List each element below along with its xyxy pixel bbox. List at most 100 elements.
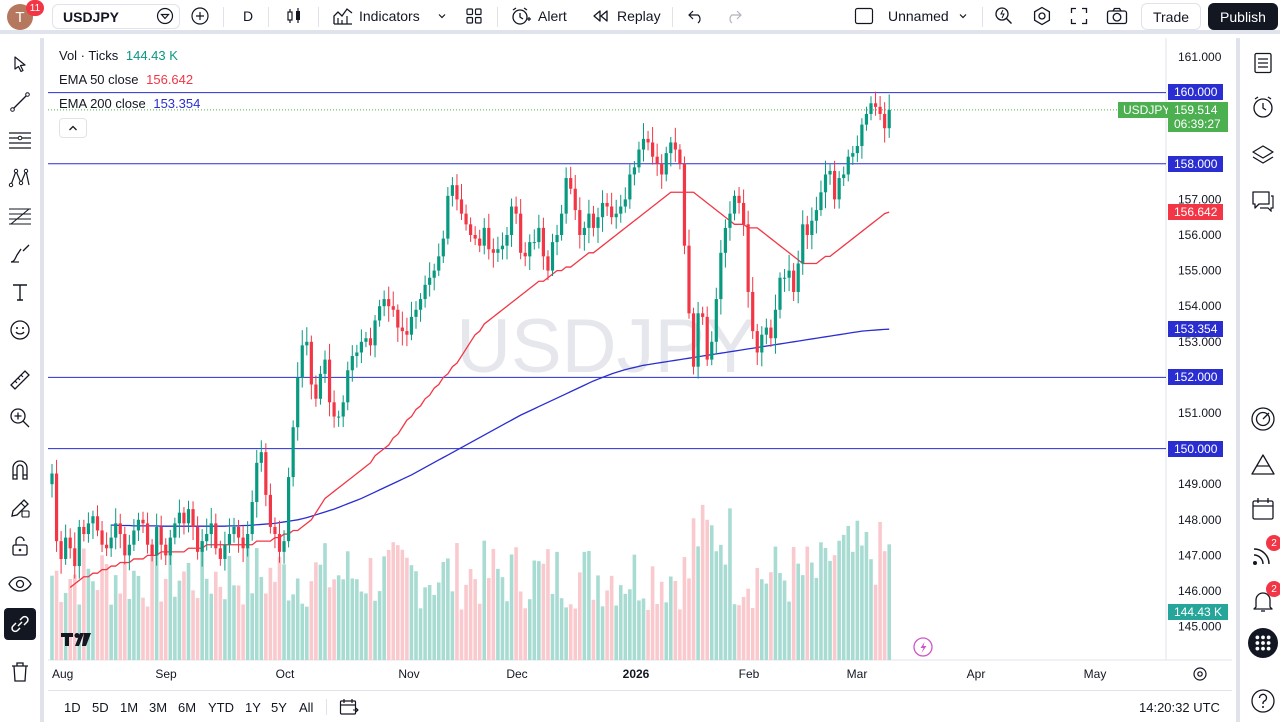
volume-legend[interactable]: Vol · Ticks 144.43 K <box>59 48 178 63</box>
pyramid-icon[interactable] <box>1248 450 1278 480</box>
candles-chart-type-icon[interactable] <box>285 0 303 32</box>
goto-date-calendar-icon[interactable] <box>339 698 359 719</box>
text-tool-icon[interactable] <box>6 278 34 306</box>
time-axis-settings-icon[interactable] <box>1193 667 1207 681</box>
candle-body <box>569 178 573 189</box>
watchlist-icon[interactable] <box>1248 48 1278 78</box>
range-5d[interactable]: 5D <box>92 700 109 715</box>
target-icon[interactable] <box>1248 404 1278 434</box>
volume-bar <box>568 604 573 660</box>
volume-bar <box>377 591 382 660</box>
candle-body <box>509 206 514 235</box>
layout-dropdown-chevron-icon[interactable] <box>958 0 968 32</box>
volume-bar <box>837 540 841 660</box>
chat-ideas-icon[interactable] <box>1248 186 1278 216</box>
range-3m[interactable]: 3M <box>149 700 168 715</box>
volume-bar <box>173 596 177 660</box>
candle-body <box>541 227 545 257</box>
candle-body <box>751 291 755 332</box>
trash-icon[interactable] <box>6 658 34 686</box>
volume-bar <box>204 578 209 660</box>
collapse-legend-button[interactable] <box>59 118 87 138</box>
lock-icon[interactable] <box>6 532 34 560</box>
ema50-legend-label: EMA 50 close <box>59 72 139 87</box>
layout-checkbox-icon[interactable] <box>854 0 874 32</box>
layout-name-button[interactable]: Unnamed <box>888 8 949 24</box>
notifications-bell-icon[interactable] <box>1248 586 1278 616</box>
volume-bar <box>345 551 350 660</box>
templates-grid-icon[interactable] <box>465 0 483 32</box>
candle-body <box>714 299 718 342</box>
cursor-crosshair-icon[interactable] <box>6 50 34 78</box>
trend-line-icon[interactable] <box>6 88 34 116</box>
range-6m[interactable]: 6M <box>178 700 197 715</box>
compare-symbol-icon[interactable] <box>156 0 174 32</box>
utc-clock[interactable]: 14:20:32 UTC <box>1139 700 1220 715</box>
candle-body <box>646 138 650 143</box>
indicators-button[interactable]: Indicators <box>333 0 420 32</box>
range-1d[interactable]: 1D <box>64 700 81 715</box>
volume-bar <box>518 591 523 660</box>
horizontal-lines-icon[interactable] <box>6 126 34 154</box>
candle-body <box>696 313 700 367</box>
volume-bar <box>104 563 109 660</box>
divider <box>326 699 327 715</box>
alert-button[interactable]: Alert <box>510 0 567 32</box>
ema50-legend[interactable]: EMA 50 close 156.642 <box>59 72 193 87</box>
fib-retracement-icon[interactable] <box>6 202 34 230</box>
pattern-icon[interactable] <box>6 164 34 192</box>
chevron-up-icon <box>69 125 77 131</box>
candle-body <box>600 202 605 218</box>
signals-broadcast-icon[interactable] <box>1248 540 1278 570</box>
price-chart[interactable]: USDJPY 161.000 158.000 157.000 156.000 155.0… <box>48 38 1232 688</box>
quick-search-icon[interactable] <box>994 0 1014 32</box>
range-1y[interactable]: 1Y <box>245 700 261 715</box>
candle-body <box>805 224 809 235</box>
range-1m[interactable]: 1M <box>120 700 139 715</box>
emoji-icon[interactable] <box>6 316 34 344</box>
range-ytd[interactable]: YTD <box>208 700 234 715</box>
redo-icon[interactable] <box>725 0 743 32</box>
events-lightning-icon[interactable] <box>913 637 933 657</box>
candle-body <box>550 242 555 271</box>
ema200-legend-value: 153.354 <box>153 96 201 111</box>
link-sync-icon[interactable] <box>4 608 36 640</box>
settings-gear-icon[interactable] <box>1032 0 1052 32</box>
magnet-icon[interactable] <box>6 456 34 484</box>
interval-button[interactable]: D <box>243 8 254 24</box>
range-5y[interactable]: 5Y <box>271 700 287 715</box>
candle-body <box>246 534 250 549</box>
calendar-icon[interactable] <box>1248 494 1278 524</box>
replay-button[interactable]: Replay <box>591 0 661 32</box>
add-symbol-icon[interactable] <box>191 0 209 32</box>
ruler-icon[interactable] <box>6 366 34 394</box>
candle-body <box>687 245 691 314</box>
draw-lock-pencil-icon[interactable] <box>6 494 34 522</box>
symbol-search-button[interactable]: USDJPY <box>52 4 180 29</box>
candle-body <box>159 526 163 545</box>
undo-icon[interactable] <box>687 0 705 32</box>
range-all[interactable]: All <box>299 700 314 715</box>
alerts-clock-icon[interactable] <box>1248 92 1278 122</box>
snapshot-camera-icon[interactable] <box>1106 0 1128 32</box>
indicators-dropdown-chevron-icon[interactable] <box>437 0 447 32</box>
help-icon[interactable] <box>1248 686 1278 716</box>
candle-body <box>596 217 600 228</box>
chart-pane[interactable]: USDJPY 161.000 158.000 157.000 156.000 155.0… <box>48 38 1232 688</box>
price-tick-label: 145.000 <box>1178 620 1222 634</box>
brush-icon[interactable] <box>6 240 34 268</box>
candle-body <box>864 113 869 125</box>
candle-body <box>732 195 737 214</box>
trade-button[interactable]: Trade <box>1141 3 1201 30</box>
layers-icon[interactable] <box>1248 140 1278 170</box>
ema200-line <box>111 328 890 527</box>
zoom-in-icon[interactable] <box>6 404 34 432</box>
apps-grid-icon[interactable] <box>1248 628 1278 658</box>
ema200-legend[interactable]: EMA 200 close 153.354 <box>59 96 200 111</box>
publish-button[interactable]: Publish <box>1208 3 1278 30</box>
volume-bar <box>423 587 427 660</box>
eye-visibility-icon[interactable] <box>6 570 34 598</box>
ema200-legend-label: EMA 200 close <box>59 96 146 111</box>
fullscreen-icon[interactable] <box>1070 0 1088 32</box>
time-tick-label: Dec <box>506 667 527 681</box>
